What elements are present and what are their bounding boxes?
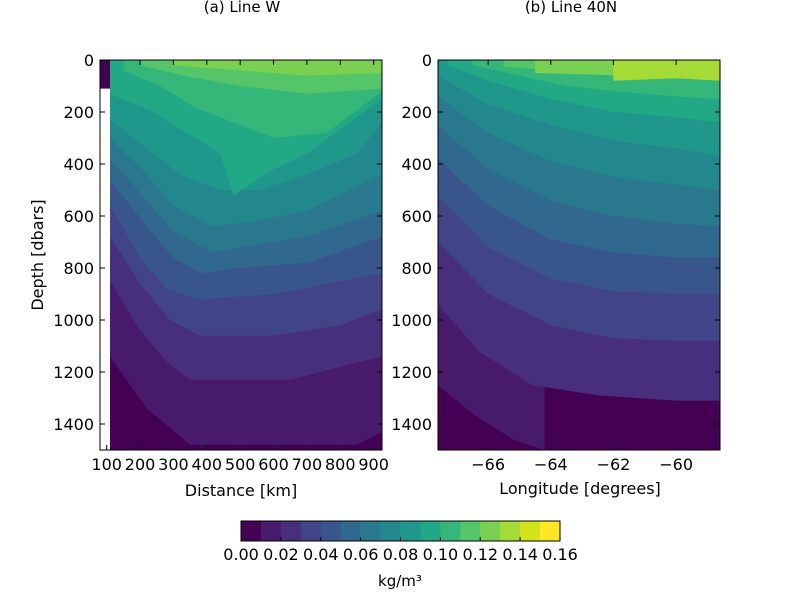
colorbar-cell xyxy=(320,521,341,541)
colorbar-tick-label: 0.10 xyxy=(423,545,459,564)
colorbar-cell xyxy=(540,521,561,541)
colorbar-cell xyxy=(340,521,361,541)
panel-b-xlabel: Longitude [degrees] xyxy=(499,479,661,498)
panel-b-ytick-label: 200 xyxy=(401,103,432,122)
panel-b-title: (b) Line 40N xyxy=(525,0,617,16)
panel-a-ytick-label: 1400 xyxy=(53,415,94,434)
panel-b-xtick-label: −66 xyxy=(471,455,505,474)
panel-a-xtick-label: 300 xyxy=(158,455,189,474)
panel-a-ytick-label: 200 xyxy=(63,103,94,122)
colorbar-cell xyxy=(280,521,302,541)
panel-a-no-data-strip xyxy=(100,88,111,450)
panel-b-ytick-label: 800 xyxy=(401,259,432,278)
panel-a-xtick-label: 700 xyxy=(292,455,323,474)
colorbar-tick-label: 0.08 xyxy=(383,545,419,564)
panel-a-xtick-label: 800 xyxy=(325,455,356,474)
colorbar-cell xyxy=(380,521,401,541)
colorbar-tick-label: 0.06 xyxy=(343,545,379,564)
panel-a-frame xyxy=(99,59,383,451)
colorbar-cell xyxy=(400,521,421,541)
colorbar-ticks: 0.00 0.02 0.04 0.06 0.08 0.10 0.12 0.14 0.16 xyxy=(223,537,578,564)
colorbar-cell xyxy=(360,521,381,541)
panel-a-xtick-label: 100 xyxy=(91,455,122,474)
colorbar-tick-label: 0.14 xyxy=(502,545,538,564)
colorbar-label: kg/m³ xyxy=(378,572,422,590)
panel-a-xtick-label: 600 xyxy=(258,455,289,474)
panel-b-ytick-label: 400 xyxy=(401,155,432,174)
panel-b-contour-fills xyxy=(438,60,720,450)
colorbar-tick-label: 0.04 xyxy=(303,545,339,564)
colorbar-tick-label: 0.00 xyxy=(223,545,259,564)
panel-b-xtick-label: −60 xyxy=(659,455,693,474)
panel-a-xtick-label: 900 xyxy=(358,455,389,474)
panel-b-ytick-label: 1000 xyxy=(391,311,432,330)
panel-a-ytick-label: 1200 xyxy=(53,363,94,382)
panel-b-frame xyxy=(437,59,721,451)
colorbar-cell xyxy=(260,521,282,541)
panel-b-contour-0.13 xyxy=(613,60,720,81)
colorbar-cell xyxy=(420,521,441,541)
panel-a-ylabel: Depth [dbars] xyxy=(28,199,47,310)
panel-a-ticks: 100 200 300 400 500 600 700 800 9000200400600800… xyxy=(53,51,389,474)
panel-a-title: (a) Line W xyxy=(204,0,281,16)
panel-b-ticks: −66 −64 −62 −60 0 200 400 600 800 1000 1200 1400 xyxy=(391,51,720,474)
panel-a-xtick-label: 500 xyxy=(225,455,256,474)
panel-a: (a) Line W 100 200 300 400 500 600 700 800 90002… xyxy=(28,0,389,500)
colorbar-cell xyxy=(480,521,501,541)
colorbar: 0.00 0.02 0.04 0.06 0.08 0.10 0.12 0.14 0.16 kg/… xyxy=(223,520,578,590)
colorbar-cell xyxy=(520,521,541,541)
panel-a-ytick-label: 800 xyxy=(63,259,94,278)
colorbar-tick-label: 0.12 xyxy=(462,545,498,564)
panel-b: (b) Line 40N −66 −64 −62 −60 0 200 400 600 800 10… xyxy=(391,0,721,498)
panel-b-xtick-label: −64 xyxy=(534,455,568,474)
colorbar-cell xyxy=(500,521,521,541)
panel-a-ytick-label: 0 xyxy=(84,51,94,70)
panel-b-ytick-label: 1200 xyxy=(391,363,432,382)
panel-b-xtick-label: −62 xyxy=(597,455,631,474)
panel-a-ytick-label: 600 xyxy=(63,207,94,226)
panel-a-contour-0.12 xyxy=(173,60,382,76)
colorbar-cell xyxy=(440,521,461,541)
colorbar-tick-label: 0.02 xyxy=(263,545,299,564)
panel-a-xlabel: Distance [km] xyxy=(185,481,297,500)
panel-b-ytick-label: 0 xyxy=(422,51,432,70)
colorbar-cells xyxy=(241,521,561,541)
panel-a-ytick-label: 400 xyxy=(63,155,94,174)
panel-b-ytick-label: 1400 xyxy=(391,415,432,434)
colorbar-cell xyxy=(241,521,262,541)
colorbar-tick-label: 0.16 xyxy=(542,545,578,564)
panel-a-ytick-label: 1000 xyxy=(53,311,94,330)
colorbar-cell xyxy=(300,521,322,541)
colorbar-cell xyxy=(460,521,481,541)
panel-a-xtick-label: 400 xyxy=(192,455,223,474)
panel-b-ytick-label: 600 xyxy=(401,207,432,226)
panel-a-xtick-label: 200 xyxy=(125,455,156,474)
panel-a-contour-fills xyxy=(100,60,382,450)
